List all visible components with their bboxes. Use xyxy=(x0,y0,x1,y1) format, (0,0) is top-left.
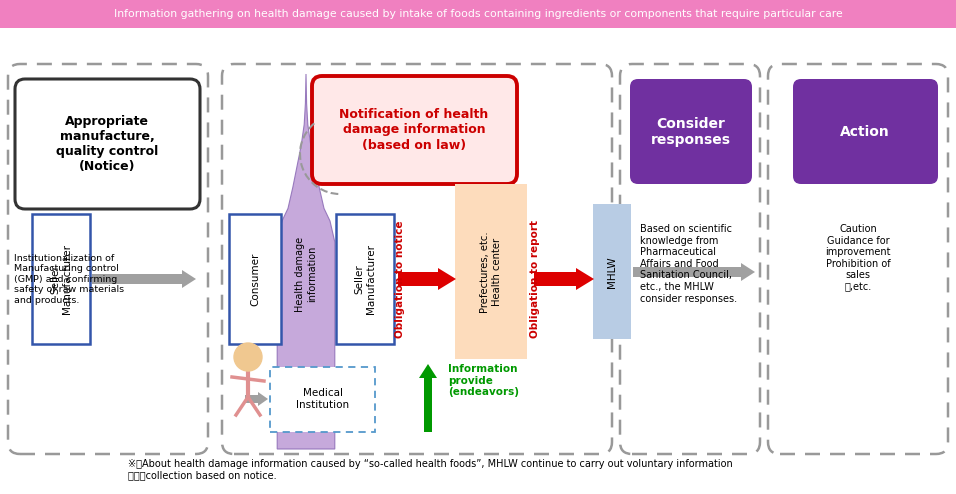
FancyArrow shape xyxy=(534,268,594,290)
FancyBboxPatch shape xyxy=(793,79,938,184)
Text: Prefectures, etc.
Health center: Prefectures, etc. Health center xyxy=(480,231,502,313)
Text: Obligation to report: Obligation to report xyxy=(530,220,540,338)
Text: Seller
Manufacturer: Seller Manufacturer xyxy=(51,244,72,314)
Circle shape xyxy=(234,343,262,371)
FancyArrow shape xyxy=(419,364,437,432)
Bar xyxy=(0,0,956,28)
FancyArrow shape xyxy=(92,270,196,288)
Text: Information gathering on health damage caused by intake of foods containing ingr: Information gathering on health damage c… xyxy=(114,9,842,19)
Text: MHLW: MHLW xyxy=(607,256,617,288)
FancyBboxPatch shape xyxy=(229,214,281,344)
Text: Based on scientific
knowledge from
Pharmaceutical
Affairs and Food
Sanitation Co: Based on scientific knowledge from Pharm… xyxy=(640,224,737,304)
Text: Medical
Institution: Medical Institution xyxy=(296,388,350,410)
FancyBboxPatch shape xyxy=(270,367,375,432)
Text: Action: Action xyxy=(840,125,890,139)
Text: ※　About health damage information caused by “so-called health foods”, MHLW conti: ※ About health damage information caused… xyxy=(128,459,732,481)
Text: Caution
Guidance for
improvement
Prohibition of
sales
　,etc.: Caution Guidance for improvement Prohibi… xyxy=(825,224,891,292)
Text: Obligation to notice: Obligation to notice xyxy=(395,220,405,338)
FancyBboxPatch shape xyxy=(630,79,752,184)
FancyBboxPatch shape xyxy=(336,214,394,344)
FancyArrow shape xyxy=(398,268,456,290)
Text: Notification of health
damage information
(based on law): Notification of health damage informatio… xyxy=(339,109,489,152)
Polygon shape xyxy=(277,74,335,449)
FancyBboxPatch shape xyxy=(455,184,527,359)
Text: Information
provide
(endeavors): Information provide (endeavors) xyxy=(448,364,519,397)
Text: Consider
responses: Consider responses xyxy=(651,117,731,147)
Text: Seller
Manufacturer: Seller Manufacturer xyxy=(355,244,376,314)
FancyBboxPatch shape xyxy=(312,76,517,184)
Text: Consumer: Consumer xyxy=(250,252,260,306)
FancyBboxPatch shape xyxy=(593,204,631,339)
FancyArrow shape xyxy=(633,263,755,281)
FancyBboxPatch shape xyxy=(15,79,200,209)
Text: Appropriate
manufacture,
quality control
(Notice): Appropriate manufacture, quality control… xyxy=(55,115,158,173)
FancyArrow shape xyxy=(245,392,268,406)
Text: Institutionalization of
Manufacturing control
(GMP) and confirming
safety of raw: Institutionalization of Manufacturing co… xyxy=(14,254,124,305)
Text: Health damage
information: Health damage information xyxy=(295,237,316,312)
FancyBboxPatch shape xyxy=(32,214,90,344)
